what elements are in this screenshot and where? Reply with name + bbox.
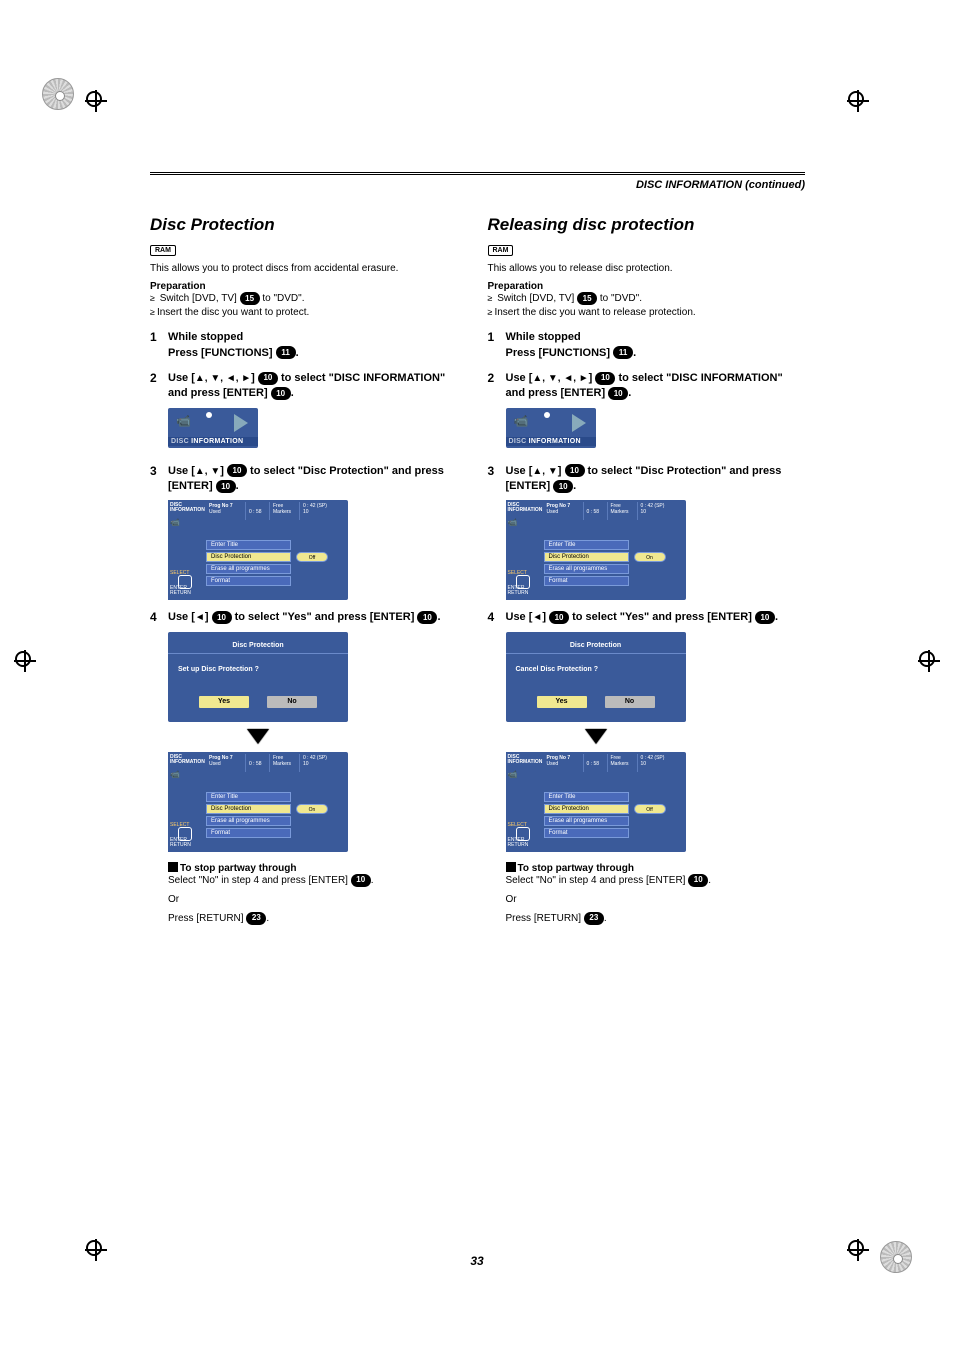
header-rule [150,172,805,175]
no-button: No [267,696,317,708]
button-ref-pill: 10 [216,480,236,493]
preparation-heading: Preparation [488,281,806,292]
step-text: Use [▲, ▼] 10 to select "Disc Protection… [506,464,806,495]
ram-badge: RAM [150,245,176,256]
step-number: 2 [488,371,506,454]
disc-information-icon: 📹 DISC INFORMATION [506,408,596,448]
step-text: Press [FUNCTIONS] 11. [506,346,806,361]
crop-mark [14,650,36,672]
button-ref-pill: 10 [549,611,569,624]
button-ref-pill: 23 [584,912,604,925]
crop-mark [847,90,869,112]
step-3: 3 Use [▲, ▼] 10 to select "Disc Protecti… [488,464,806,601]
button-ref-pill: 10 [755,611,775,624]
step-3: 3 Use [▲, ▼] 10 to select "Disc Protecti… [150,464,468,601]
down-arrow-icon [248,730,268,744]
step-2: 2 Use [▲, ▼, ◄, ►] 10 to select "DISC IN… [488,371,806,454]
prep-line: Insert the disc you want to release prot… [488,306,806,320]
button-ref-pill: 10 [595,372,615,385]
step-text: Use [◄] 10 to select "Yes" and press [EN… [506,610,806,625]
prep-text: Switch [DVD, TV] [160,293,240,304]
section-title: Releasing disc protection [488,215,806,235]
registration-disc-icon [42,78,74,110]
right-column: Releasing disc protection RAM This allow… [488,215,806,931]
step-2: 2 Use [▲, ▼, ◄, ►] 10 to select "DISC IN… [150,371,468,454]
yes-button: Yes [537,696,587,708]
button-ref-pill: 10 [351,874,371,887]
menu-screenshot-off: DISC INFORMATION 📹 SELECT ENTERRETURN Pr… [168,500,348,600]
intro-text: This allows you to release disc protecti… [488,262,806,275]
step-number: 2 [150,371,168,454]
step-text: Use [▲, ▼] 10 to select "Disc Protection… [168,464,468,495]
step-text: Use [▲, ▼, ◄, ►] 10 to select "DISC INFO… [168,371,468,402]
step-text: While stopped [506,330,806,345]
crop-mark [918,650,940,672]
prep-line: Switch [DVD, TV] 15 to "DVD". [488,292,806,306]
yes-button: Yes [199,696,249,708]
preparation-heading: Preparation [150,281,468,292]
step-1: 1 While stopped Press [FUNCTIONS] 11. [150,330,468,361]
button-ref-pill: 10 [608,387,628,400]
prep-text: Switch [DVD, TV] [497,293,577,304]
down-arrow-icon [586,730,606,744]
menu-screenshot-off: DISC INFORMATION 📹 SELECT ENTERRETURN Pr… [506,752,686,852]
button-ref-pill: 10 [565,464,585,477]
no-button: No [605,696,655,708]
button-ref-pill: 10 [258,372,278,385]
menu-screenshot-on: DISC INFORMATION 📹 SELECT ENTERRETURN Pr… [506,500,686,600]
disc-information-icon: 📹 DISC INFORMATION [168,408,258,448]
stop-text: Select "No" in step 4 and press [ENTER] … [168,874,468,887]
step-number: 4 [150,610,168,931]
button-ref-pill: 10 [688,874,708,887]
ram-badge: RAM [488,245,514,256]
button-ref-pill: 11 [276,346,296,359]
stop-text: Select "No" in step 4 and press [ENTER] … [506,874,806,887]
menu-screenshot-on: DISC INFORMATION 📹 SELECT ENTERRETURN Pr… [168,752,348,852]
button-ref-pill: 15 [577,292,597,305]
dialog-screenshot: Disc Protection Cancel Disc Protection ?… [506,632,686,722]
page-number: 33 [0,1254,954,1268]
button-ref-pill: 23 [246,912,266,925]
step-text: Use [▲, ▼, ◄, ►] 10 to select "DISC INFO… [506,371,806,402]
header-title: DISC INFORMATION (continued) [150,179,805,191]
prep-text: Insert the disc you want to protect. [157,307,309,318]
step-number: 3 [488,464,506,601]
prep-text: to "DVD". [260,293,305,304]
button-ref-pill: 10 [212,611,232,624]
button-ref-pill: 10 [417,611,437,624]
step-text: While stopped [168,330,468,345]
prep-text: to "DVD". [597,293,642,304]
page-content: DISC INFORMATION (continued) Disc Protec… [150,172,805,931]
prep-text: Insert the disc you want to release prot… [494,307,695,318]
step-number: 3 [150,464,168,601]
step-4: 4 Use [◄] 10 to select "Yes" and press [… [488,610,806,931]
stop-text: Press [RETURN] 23. [506,912,806,925]
button-ref-pill: 10 [227,464,247,477]
button-ref-pill: 15 [240,292,260,305]
step-number: 1 [150,330,168,361]
section-title: Disc Protection [150,215,468,235]
left-column: Disc Protection RAM This allows you to p… [150,215,468,931]
button-ref-pill: 11 [613,346,633,359]
prep-line: Switch [DVD, TV] 15 to "DVD". [150,292,468,306]
stop-heading: To stop partway through [506,862,806,874]
stop-text: Or [168,893,468,906]
stop-heading: To stop partway through [168,862,468,874]
button-ref-pill: 10 [553,480,573,493]
step-number: 1 [488,330,506,361]
intro-text: This allows you to protect discs from ac… [150,262,468,275]
step-1: 1 While stopped Press [FUNCTIONS] 11. [488,330,806,361]
step-text: Use [◄] 10 to select "Yes" and press [EN… [168,610,468,625]
button-ref-pill: 10 [271,387,291,400]
crop-mark [85,90,107,112]
step-text: Press [FUNCTIONS] 11. [168,346,468,361]
stop-text: Press [RETURN] 23. [168,912,468,925]
prep-line: Insert the disc you want to protect. [150,306,468,320]
step-number: 4 [488,610,506,931]
dialog-screenshot: Disc Protection Set up Disc Protection ?… [168,632,348,722]
step-4: 4 Use [◄] 10 to select "Yes" and press [… [150,610,468,931]
stop-text: Or [506,893,806,906]
